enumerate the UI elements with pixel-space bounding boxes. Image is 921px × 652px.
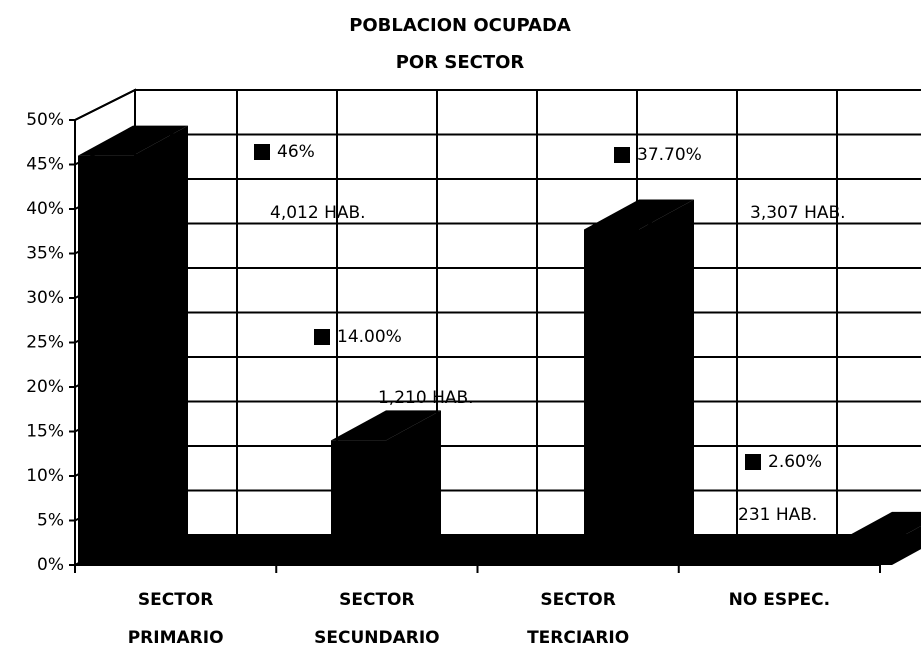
bar-top [837, 511, 921, 542]
x-tick-label-line: SECUNDARIO [314, 628, 440, 648]
x-tick-label-line: SECTOR [339, 590, 414, 610]
population-label: 1,210 HAB. [378, 388, 474, 408]
bar-front [584, 229, 639, 565]
bar-side [639, 199, 694, 565]
chart-subtitle: POR SECTOR [396, 52, 525, 73]
population-label: 231 HAB. [738, 505, 817, 525]
bar-side [892, 526, 921, 565]
bar-side [386, 410, 441, 565]
data-label: 2.60% [768, 452, 822, 472]
bar [78, 125, 188, 565]
bar [331, 410, 441, 565]
bar-side [133, 125, 188, 565]
legend-key [314, 329, 330, 345]
y-tick-label: 45% [26, 155, 64, 175]
x-tick-label: SECTOR TERCIARIO [527, 590, 629, 648]
y-tick-label: 15% [26, 422, 64, 442]
x-tick-label: NO ESPEC. [729, 590, 830, 610]
y-tick-label: 0% [37, 555, 64, 575]
y-tick-label: 25% [26, 333, 64, 353]
x-tick-label-line: NO ESPEC. [729, 590, 830, 610]
bar-top [331, 410, 441, 441]
bar-top [78, 125, 188, 156]
y-tick-label: 35% [26, 244, 64, 264]
bar-front [78, 155, 133, 565]
bar-front [331, 440, 386, 565]
bar-top [584, 199, 694, 230]
y-tick-label: 50% [26, 110, 64, 130]
x-tick-label-line: SECTOR [138, 590, 213, 610]
population-label: 4,012 HAB. [270, 203, 366, 223]
data-label: 46% [277, 142, 315, 162]
legend-key [614, 147, 630, 163]
chart-title: POBLACION OCUPADA [349, 15, 571, 36]
data-label: 14.00% [337, 327, 402, 347]
bar [837, 511, 921, 565]
legend-key [745, 454, 761, 470]
y-tick-label: 30% [26, 288, 64, 308]
data-label: 37.70% [637, 145, 702, 165]
bar [584, 199, 694, 565]
x-tick-label-line: PRIMARIO [128, 628, 224, 648]
legend-key [254, 144, 270, 160]
y-tick-label: 40% [26, 199, 64, 219]
floor [75, 535, 921, 565]
x-tick-label: SECTOR SECUNDARIO [314, 590, 440, 648]
x-tick-label: SECTOR PRIMARIO [128, 590, 224, 648]
x-tick-label-line: SECTOR [540, 590, 615, 610]
x-tick-label-line: TERCIARIO [527, 628, 629, 648]
grid-line [74, 89, 136, 121]
population-label: 3,307 HAB. [750, 203, 846, 223]
bar-front [837, 541, 892, 565]
y-tick-label: 5% [37, 511, 64, 531]
y-tick-label: 20% [26, 377, 64, 397]
y-tick-label: 10% [26, 466, 64, 486]
